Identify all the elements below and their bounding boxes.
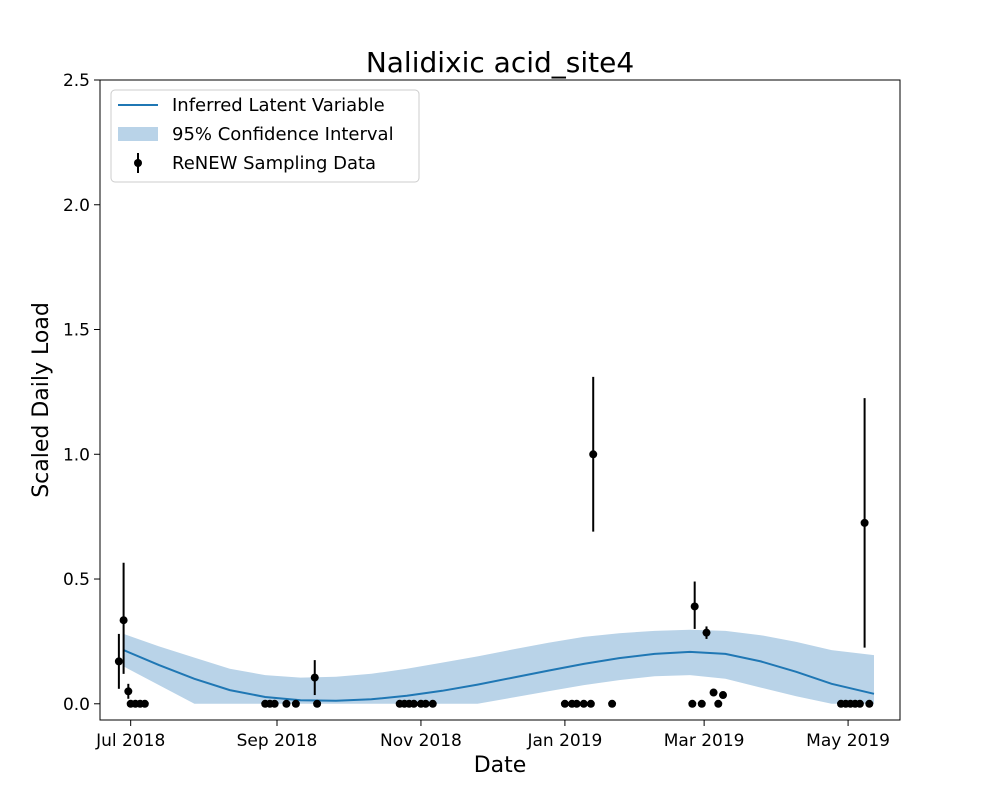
sampling-point [608, 699, 617, 708]
sampling-marker [702, 628, 711, 637]
sampling-point [560, 699, 569, 708]
sampling-marker [579, 699, 588, 708]
sampling-points-layer [114, 376, 874, 708]
sampling-marker [409, 699, 418, 708]
sampling-point [586, 699, 595, 708]
sampling-point [421, 699, 430, 708]
sampling-marker [690, 602, 699, 611]
sampling-point [140, 699, 149, 708]
sampling-point [719, 691, 728, 700]
sampling-point [709, 688, 718, 697]
y-tick-label: 0.5 [63, 570, 90, 590]
sampling-marker [140, 699, 149, 708]
sampling-point [270, 699, 279, 708]
y-axis-ticks: 0.0 0.5 1.0 1.5 2.0 2.5 [63, 71, 100, 715]
legend-entry-confidence: 95% Confidence Interval [172, 124, 394, 145]
y-tick-label: 0.0 [63, 695, 90, 715]
sampling-point [855, 699, 864, 708]
plot-frame [99, 79, 901, 721]
sampling-point [865, 699, 874, 708]
sampling-marker [421, 699, 430, 708]
y-tick-label: 2.5 [63, 71, 90, 91]
x-tick-label: Nov 2018 [380, 731, 462, 751]
sampling-point [697, 699, 706, 708]
sampling-marker [313, 699, 322, 708]
sampling-point [714, 699, 723, 708]
sampling-point [313, 699, 322, 708]
y-tick-label: 1.5 [63, 321, 90, 341]
sampling-marker [586, 699, 595, 708]
sampling-marker [310, 673, 319, 682]
sampling-marker [270, 699, 279, 708]
sampling-marker [860, 518, 869, 527]
x-axis-ticks: Jul 2018 Sep 2018 Nov 2018 Jan 2019 Mar 2019… [95, 720, 890, 751]
sampling-marker [709, 688, 718, 697]
sampling-marker [608, 699, 617, 708]
sampling-point [310, 660, 319, 696]
sampling-point [579, 699, 588, 708]
sampling-marker [560, 699, 569, 708]
latent-line-layer [123, 649, 875, 702]
legend-band-swatch [118, 127, 158, 141]
legend-entry-sampling: ReNEW Sampling Data [172, 153, 376, 174]
sampling-marker [572, 699, 581, 708]
sampling-marker [282, 699, 291, 708]
sampling-point [572, 699, 581, 708]
sampling-point [124, 683, 133, 699]
sampling-point [702, 626, 711, 639]
x-axis-label: Date [474, 753, 527, 778]
sampling-point [688, 699, 697, 708]
y-axis-label: Scaled Daily Load [29, 302, 54, 498]
x-tick-label: Mar 2019 [664, 731, 745, 751]
sampling-point [428, 699, 437, 708]
legend: Inferred Latent Variable 95% Confidence … [110, 89, 420, 183]
sampling-marker [697, 699, 706, 708]
sampling-point [589, 376, 598, 532]
legend-box [110, 89, 420, 183]
sampling-marker [714, 699, 723, 708]
legend-point-swatch [134, 159, 142, 167]
x-tick-label: May 2019 [806, 731, 890, 751]
sampling-point [282, 699, 291, 708]
sampling-marker [428, 699, 437, 708]
sampling-marker [114, 657, 123, 666]
chart-title: Nalidixic acid_site4 [366, 46, 634, 79]
sampling-marker [688, 699, 697, 708]
sampling-marker [119, 616, 128, 625]
confidence-band-layer [123, 629, 875, 704]
sampling-marker [719, 691, 728, 700]
sampling-marker [865, 699, 874, 708]
sampling-point [860, 398, 869, 648]
sampling-point [114, 633, 123, 689]
sampling-point [690, 581, 699, 629]
sampling-point [291, 699, 300, 708]
sampling-point [409, 699, 418, 708]
sampling-marker [124, 687, 133, 696]
sampling-point [119, 562, 128, 674]
sampling-marker [589, 450, 598, 459]
y-tick-label: 2.0 [63, 196, 90, 216]
y-tick-label: 1.0 [63, 445, 90, 465]
confidence-band [123, 629, 875, 704]
x-tick-label: Sep 2018 [237, 731, 318, 751]
legend-entry-latent: Inferred Latent Variable [172, 95, 385, 116]
x-tick-label: Jul 2018 [95, 731, 165, 751]
sampling-marker [855, 699, 864, 708]
sampling-marker [291, 699, 300, 708]
x-tick-label: Jan 2019 [526, 731, 602, 751]
latent-variable-line [123, 649, 875, 702]
